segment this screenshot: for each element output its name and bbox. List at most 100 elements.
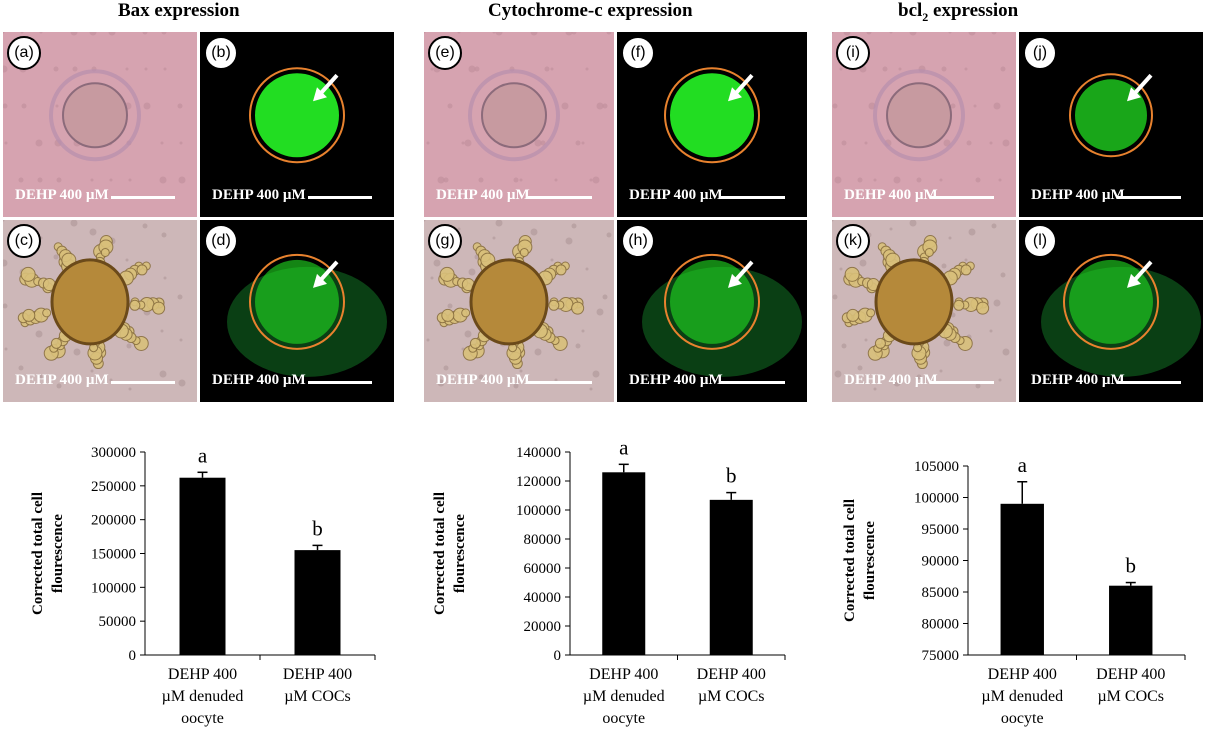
y-tick-label: 0 bbox=[554, 648, 562, 664]
micrograph-c: (c) DEHP 400 µM bbox=[3, 220, 197, 402]
panel-letter: (e) bbox=[428, 36, 462, 70]
x-category-label: DEHP 400 bbox=[283, 666, 352, 683]
y-tick-label: 20000 bbox=[524, 619, 562, 635]
x-category-label: oocyte bbox=[602, 710, 645, 727]
scale-bar bbox=[721, 196, 785, 199]
scale-bar bbox=[528, 381, 592, 384]
x-category-label: oocyte bbox=[181, 710, 224, 727]
panel-letter: (a) bbox=[7, 36, 41, 70]
panel-title-bax: Bax expression bbox=[118, 0, 240, 22]
image-caption: DEHP 400 µM bbox=[212, 372, 306, 388]
micrograph-f: (f) DEHP 400 µM bbox=[617, 32, 807, 217]
significance-letter: a bbox=[619, 435, 629, 459]
image-caption: DEHP 400 µM bbox=[15, 372, 109, 388]
bar bbox=[294, 550, 341, 655]
bar bbox=[1000, 503, 1044, 655]
image-caption: DEHP 400 µM bbox=[436, 372, 530, 388]
title-text: Bax expression bbox=[118, 0, 240, 21]
micrograph-image bbox=[424, 32, 614, 217]
panel-letter: (g) bbox=[428, 224, 462, 258]
image-caption: DEHP 400 µM bbox=[15, 187, 109, 203]
image-caption: DEHP 400 µM bbox=[436, 187, 530, 203]
y-axis-label: Corrected total cell bbox=[30, 492, 46, 615]
y-axis-label: flourescence bbox=[50, 514, 66, 593]
title-suffix: expression bbox=[928, 0, 1019, 21]
significance-letter: b bbox=[1126, 554, 1137, 578]
panel-letter: (c) bbox=[7, 224, 41, 258]
scale-bar bbox=[111, 196, 175, 199]
bcl2-bar-chart: 75000 80000 85000 90000 95000 100000 105000 Cor… bbox=[842, 453, 1186, 727]
significance-letter: a bbox=[198, 443, 208, 467]
y-tick-label: 150000 bbox=[91, 547, 136, 563]
y-axis-label: flourescence bbox=[862, 521, 878, 600]
micrograph-h: (h) DEHP 400 µM bbox=[617, 220, 807, 402]
image-caption: DEHP 400 µM bbox=[1031, 187, 1125, 203]
scale-bar bbox=[1117, 196, 1181, 199]
panel-letter: (f) bbox=[621, 36, 655, 70]
panel-letter: (j) bbox=[1023, 36, 1057, 70]
image-caption: DEHP 400 µM bbox=[212, 187, 306, 203]
x-category-label: µM denuded bbox=[981, 688, 1063, 705]
scale-bar bbox=[721, 381, 785, 384]
micrograph-l: (l) DEHP 400 µM bbox=[1019, 220, 1203, 402]
scale-bar bbox=[930, 196, 994, 199]
scale-bar bbox=[528, 196, 592, 199]
x-category-label: µM COCs bbox=[1097, 688, 1164, 705]
y-tick-label: 250000 bbox=[91, 479, 136, 495]
panel-title-cytochrome: Cytochrome-c expression bbox=[488, 0, 693, 22]
scale-bar bbox=[308, 381, 372, 384]
image-caption: DEHP 400 µM bbox=[629, 372, 723, 388]
x-category-label: DEHP 400 bbox=[589, 666, 658, 683]
y-tick-label: 80000 bbox=[922, 617, 960, 633]
micrograph-j: (j) DEHP 400 µM bbox=[1019, 32, 1203, 217]
panel-letter: (h) bbox=[621, 224, 655, 258]
y-tick-label: 120000 bbox=[516, 474, 561, 490]
y-tick-label: 100000 bbox=[516, 503, 561, 519]
scale-bar bbox=[111, 381, 175, 384]
x-category-label: µM COCs bbox=[284, 688, 351, 705]
micrograph-i: (i) DEHP 400 µM bbox=[832, 32, 1016, 217]
y-tick-label: 200000 bbox=[91, 513, 136, 529]
y-tick-label: 85000 bbox=[922, 585, 960, 601]
y-tick-label: 80000 bbox=[524, 532, 562, 548]
micrograph-g: (g) DEHP 400 µM bbox=[424, 220, 614, 402]
scale-bar bbox=[308, 196, 372, 199]
y-tick-label: 75000 bbox=[922, 648, 960, 664]
image-caption: DEHP 400 µM bbox=[1031, 372, 1125, 388]
panel-letter: (i) bbox=[836, 36, 870, 70]
x-category-label: µM denuded bbox=[162, 688, 244, 705]
significance-letter: a bbox=[1018, 453, 1028, 477]
image-caption: DEHP 400 µM bbox=[844, 372, 938, 388]
y-tick-label: 60000 bbox=[524, 561, 562, 577]
panel-letter: (l) bbox=[1023, 224, 1057, 258]
bar bbox=[179, 477, 226, 655]
significance-letter: b bbox=[726, 464, 737, 488]
y-axis-label: Corrected total cell bbox=[842, 499, 858, 622]
bar bbox=[1109, 585, 1153, 655]
y-tick-label: 40000 bbox=[524, 590, 562, 606]
scale-bar bbox=[1117, 381, 1181, 384]
bar bbox=[709, 499, 753, 655]
micrograph-d: (d) DEHP 400 µM bbox=[200, 220, 394, 402]
title-text: Cytochrome-c expression bbox=[488, 0, 693, 21]
y-axis-label: flourescence bbox=[452, 514, 468, 593]
x-category-label: DEHP 400 bbox=[988, 666, 1057, 683]
y-tick-label: 0 bbox=[129, 648, 137, 664]
y-tick-label: 90000 bbox=[922, 554, 960, 570]
y-tick-label: 95000 bbox=[922, 522, 960, 538]
title-subscript: 2 bbox=[922, 9, 929, 24]
x-category-label: DEHP 400 bbox=[168, 666, 237, 683]
x-category-label: DEHP 400 bbox=[1096, 666, 1165, 683]
x-category-label: DEHP 400 bbox=[697, 666, 766, 683]
x-category-label: µM denuded bbox=[583, 688, 665, 705]
panel-letter: (k) bbox=[836, 224, 870, 258]
x-category-label: oocyte bbox=[1001, 710, 1044, 727]
scale-bar bbox=[930, 381, 994, 384]
image-caption: DEHP 400 µM bbox=[844, 187, 938, 203]
panel-title-bcl2: bcl2 expression bbox=[898, 0, 1018, 25]
y-tick-label: 300000 bbox=[91, 445, 136, 461]
y-tick-label: 105000 bbox=[914, 459, 959, 475]
bax-bar-chart: 0 50000 100000 150000 200000 250000 300000 Corr… bbox=[30, 443, 376, 727]
micrograph-k: (k) DEHP 400 µM bbox=[832, 220, 1016, 402]
y-tick-label: 100000 bbox=[91, 580, 136, 596]
